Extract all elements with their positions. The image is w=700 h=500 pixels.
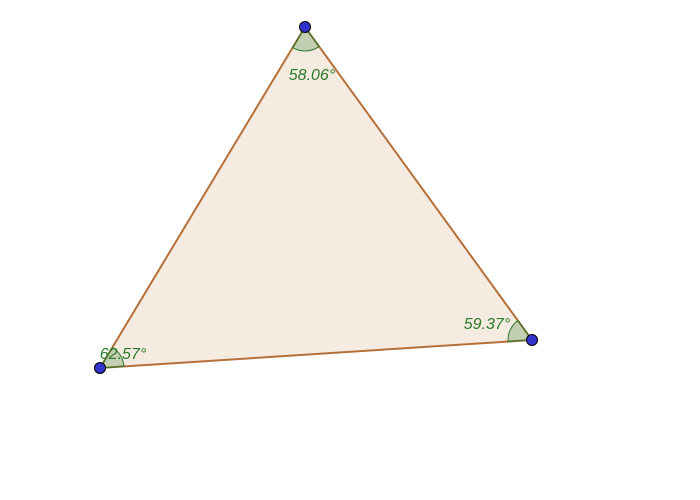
geometry-canvas[interactable]	[0, 0, 700, 500]
vertex-top[interactable]	[300, 22, 311, 33]
angle-label-top: 58.06°	[289, 67, 335, 85]
angle-label-right: 59.37°	[464, 316, 510, 334]
vertex-left[interactable]	[95, 363, 106, 374]
vertex-right[interactable]	[527, 335, 538, 346]
angle-label-left: 62.57°	[100, 346, 146, 364]
